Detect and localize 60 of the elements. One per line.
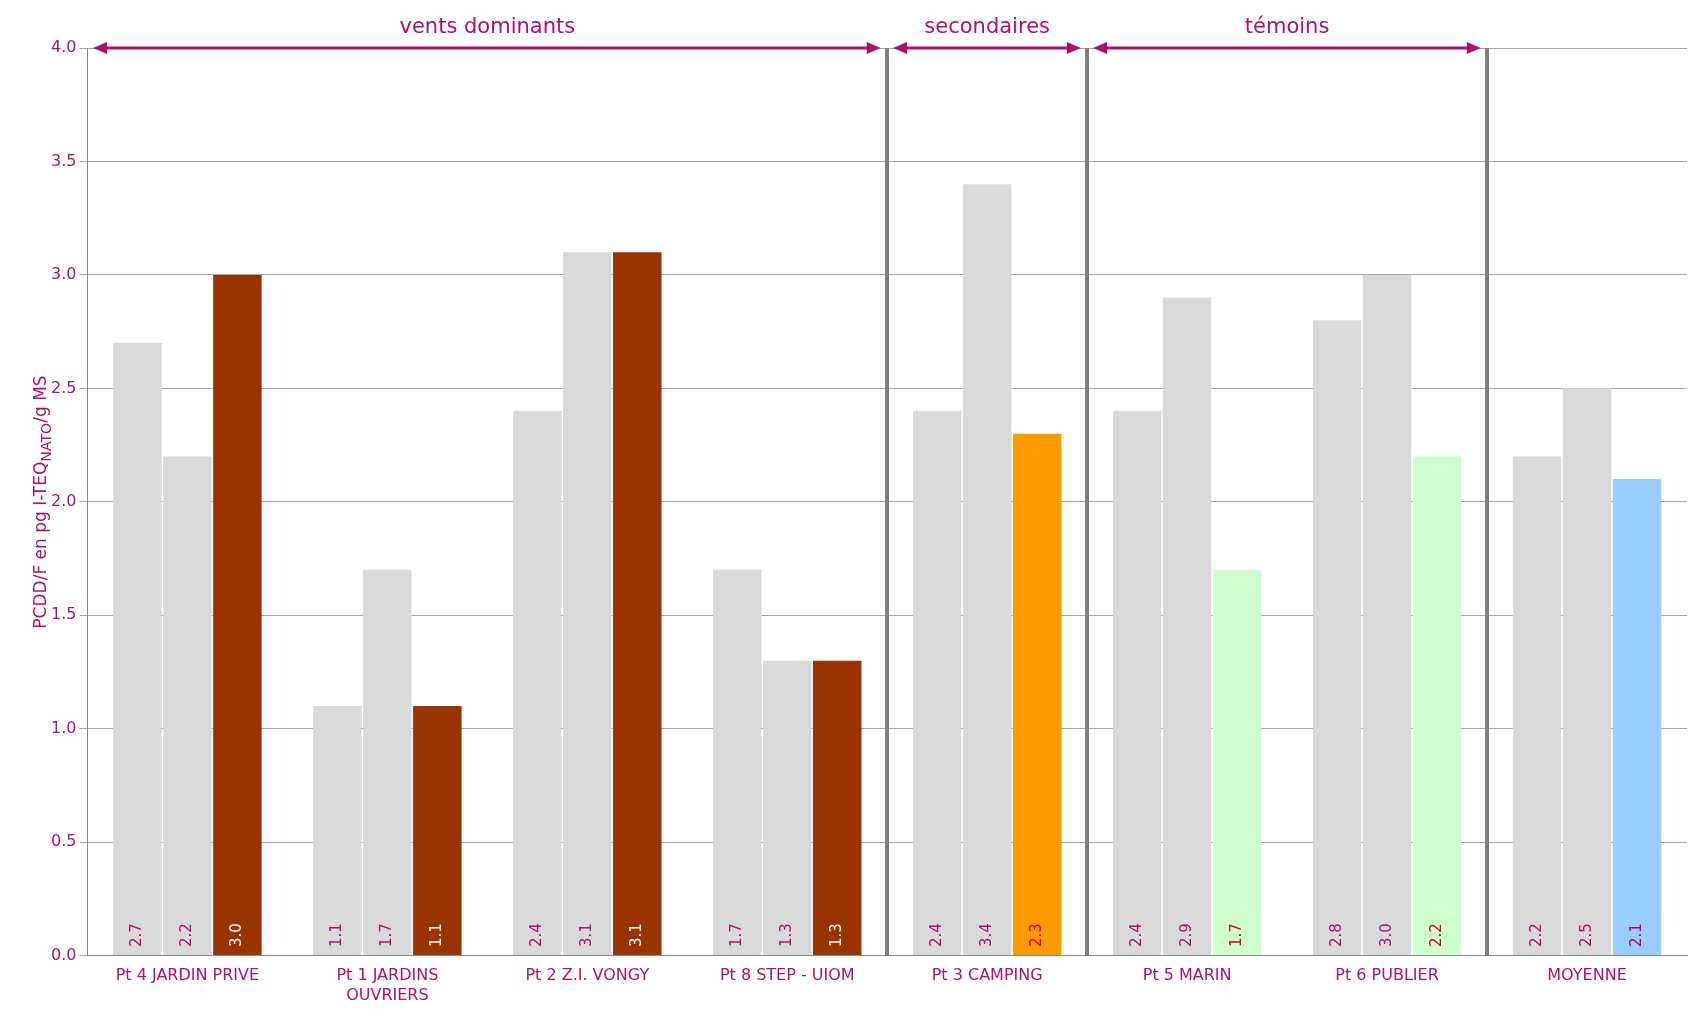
data-label: 2.8 — [1326, 923, 1345, 948]
y-tick-label: 2.0 — [50, 490, 77, 510]
x-tick-label: Pt 1 JARDINS OUVRIERS — [336, 965, 439, 1004]
y-tick-label: 2.5 — [50, 377, 77, 397]
data-label: 2.7 — [127, 923, 146, 948]
data-label: 2.5 — [1576, 923, 1595, 948]
data-label: 3.1 — [627, 923, 646, 948]
data-label: 2.3 — [1027, 923, 1046, 948]
data-label: 1.7 — [377, 923, 396, 948]
bar — [613, 252, 662, 956]
bar — [413, 706, 462, 956]
data-label: 2.4 — [1127, 923, 1146, 948]
x-tick-label: MOYENNE — [1547, 965, 1627, 985]
data-label: 2.9 — [1177, 923, 1196, 948]
text: vents dominants — [398, 14, 577, 38]
y-tick-label: 4.0 — [50, 37, 77, 57]
bar — [1012, 433, 1062, 956]
x-tick-label: Pt 2 Z.I. VONGY — [525, 965, 650, 985]
x-tick-label: Pt 5 MARIN — [1142, 965, 1232, 985]
data-label: 2.2 — [177, 923, 196, 948]
data-label: 1.3 — [827, 923, 846, 948]
bar — [1312, 320, 1362, 956]
data-label: 1.7 — [727, 923, 746, 948]
y-tick-label: 3.5 — [50, 150, 77, 170]
bar — [1162, 297, 1212, 956]
bar — [962, 184, 1012, 956]
text: secondaires — [923, 14, 1051, 38]
data-label: 2.1 — [1626, 923, 1645, 948]
data-label: 3.0 — [227, 923, 246, 948]
bar — [213, 274, 262, 956]
data-label: 3.1 — [577, 923, 596, 948]
y-tick-label: 0.5 — [50, 831, 77, 851]
x-tick-label: Pt 6 PUBLIER — [1335, 965, 1439, 985]
x-tick-label: Pt 3 CAMPING — [931, 965, 1043, 985]
y-tick-label: 3.0 — [50, 264, 77, 284]
data-label: 1.3 — [777, 923, 796, 948]
bar — [1562, 388, 1612, 956]
data-label: 1.1 — [427, 923, 446, 948]
bar — [1612, 479, 1662, 956]
y-tick-label: 1.5 — [50, 604, 77, 624]
bar — [812, 660, 862, 956]
data-label: 2.2 — [1426, 923, 1445, 948]
bar — [1512, 456, 1562, 956]
bar — [1362, 274, 1412, 956]
bar — [1212, 569, 1262, 956]
data-label: 3.4 — [977, 923, 996, 948]
data-label: 2.2 — [1526, 923, 1545, 948]
bar — [912, 411, 962, 956]
x-tick-label: Pt 8 STEP - UIOM — [719, 965, 855, 985]
y-tick-label: 1.0 — [50, 717, 77, 737]
data-label: 1.1 — [327, 923, 346, 948]
bar — [1412, 456, 1462, 956]
data-label: 2.4 — [527, 923, 546, 948]
x-tick-label: Pt 4 JARDIN PRIVE — [115, 965, 260, 985]
y-tick-label: 0.0 — [50, 944, 77, 964]
data-label: 2.4 — [927, 923, 946, 948]
data-label: 3.0 — [1376, 923, 1395, 948]
text: témoins — [1243, 14, 1331, 38]
bar — [1112, 411, 1162, 956]
data-label: 1.7 — [1227, 923, 1246, 948]
